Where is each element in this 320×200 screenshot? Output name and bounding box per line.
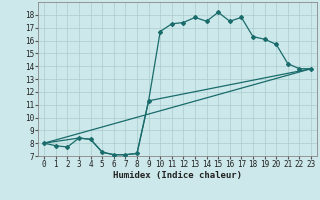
X-axis label: Humidex (Indice chaleur): Humidex (Indice chaleur) [113, 171, 242, 180]
